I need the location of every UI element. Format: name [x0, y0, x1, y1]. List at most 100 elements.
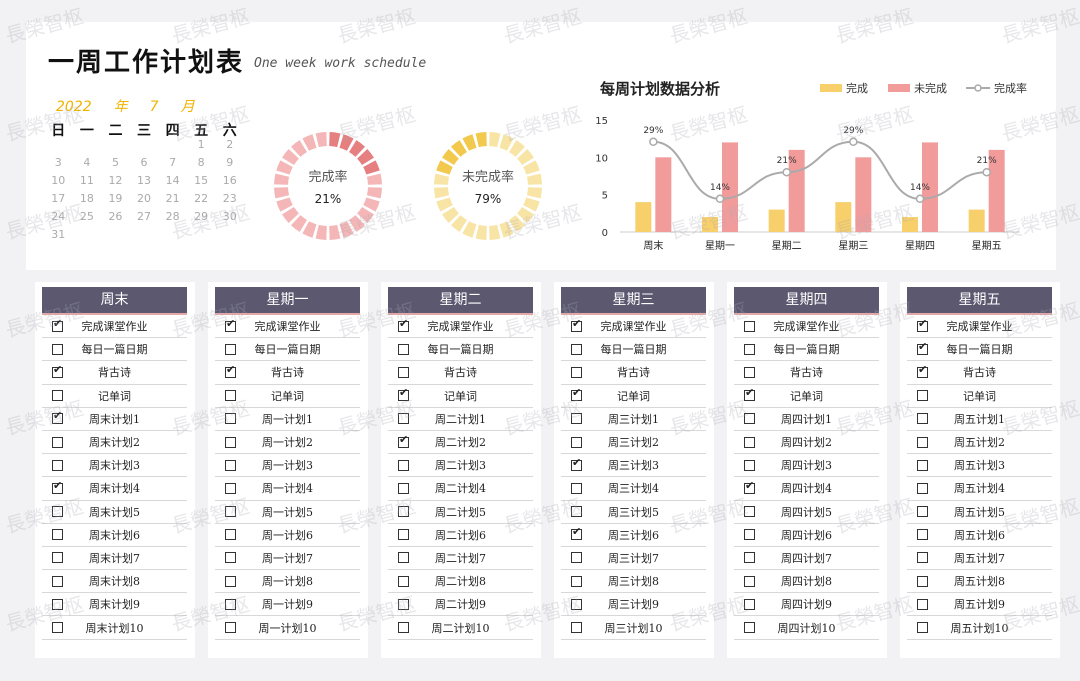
task-checkbox[interactable] — [225, 529, 236, 541]
task-checkbox[interactable] — [225, 317, 236, 332]
task-checkbox[interactable] — [225, 413, 236, 425]
calendar-day[interactable]: 1 — [197, 138, 205, 151]
task-checkbox[interactable] — [571, 366, 582, 378]
calendar-day[interactable]: 2 — [226, 138, 234, 151]
task-checkbox[interactable] — [917, 317, 928, 332]
task-checkbox[interactable] — [917, 363, 928, 378]
task-checkbox[interactable] — [744, 386, 755, 402]
task-checkbox[interactable] — [398, 366, 409, 378]
task-checkbox[interactable] — [225, 506, 236, 518]
task-checkbox[interactable] — [52, 529, 63, 541]
task-checkbox[interactable] — [917, 552, 928, 564]
task-checkbox[interactable] — [571, 552, 582, 564]
calendar-day[interactable]: 29 — [194, 210, 209, 223]
task-checkbox[interactable] — [571, 482, 582, 494]
task-checkbox[interactable] — [917, 482, 928, 494]
calendar-day[interactable]: 15 — [194, 174, 209, 187]
task-checkbox[interactable] — [52, 343, 63, 355]
task-checkbox[interactable] — [225, 482, 236, 494]
task-checkbox[interactable] — [917, 340, 928, 355]
task-checkbox[interactable] — [225, 598, 236, 610]
calendar-day[interactable]: 3 — [54, 156, 62, 169]
calendar-day[interactable]: 7 — [169, 156, 177, 169]
task-checkbox[interactable] — [571, 413, 582, 425]
task-checkbox[interactable] — [744, 366, 755, 378]
task-checkbox[interactable] — [398, 413, 409, 425]
task-checkbox[interactable] — [225, 363, 236, 378]
calendar-day[interactable]: 21 — [165, 192, 180, 205]
task-checkbox[interactable] — [571, 317, 582, 332]
task-checkbox[interactable] — [571, 525, 582, 541]
task-checkbox[interactable] — [744, 529, 755, 541]
task-checkbox[interactable] — [398, 575, 409, 587]
task-checkbox[interactable] — [52, 436, 63, 448]
calendar-day[interactable]: 14 — [165, 174, 180, 187]
task-checkbox[interactable] — [52, 622, 63, 634]
task-checkbox[interactable] — [398, 433, 409, 448]
task-checkbox[interactable] — [398, 386, 409, 402]
task-checkbox[interactable] — [52, 390, 63, 402]
task-checkbox[interactable] — [398, 529, 409, 541]
task-checkbox[interactable] — [571, 506, 582, 518]
task-checkbox[interactable] — [917, 413, 928, 425]
calendar-year[interactable]: 2022 — [56, 99, 92, 115]
task-checkbox[interactable] — [225, 343, 236, 355]
calendar-day[interactable]: 5 — [111, 156, 119, 169]
task-checkbox[interactable] — [571, 575, 582, 587]
calendar-day[interactable]: 19 — [108, 192, 123, 205]
calendar-day[interactable]: 6 — [140, 156, 148, 169]
calendar-day[interactable]: 23 — [222, 192, 237, 205]
task-checkbox[interactable] — [398, 343, 409, 355]
task-checkbox[interactable] — [571, 436, 582, 448]
task-checkbox[interactable] — [744, 506, 755, 518]
calendar-day[interactable]: 26 — [108, 210, 123, 223]
calendar-day[interactable]: 18 — [79, 192, 94, 205]
task-checkbox[interactable] — [917, 598, 928, 610]
task-checkbox[interactable] — [52, 317, 63, 332]
calendar-day[interactable]: 24 — [51, 210, 66, 223]
task-checkbox[interactable] — [744, 598, 755, 610]
task-checkbox[interactable] — [571, 598, 582, 610]
task-checkbox[interactable] — [398, 506, 409, 518]
calendar-day[interactable]: 22 — [194, 192, 209, 205]
task-checkbox[interactable] — [225, 436, 236, 448]
calendar-day[interactable]: 20 — [137, 192, 152, 205]
task-checkbox[interactable] — [917, 506, 928, 518]
task-checkbox[interactable] — [917, 390, 928, 402]
task-checkbox[interactable] — [225, 622, 236, 634]
calendar-day[interactable]: 10 — [51, 174, 66, 187]
task-checkbox[interactable] — [398, 552, 409, 564]
calendar-month[interactable]: 7 — [149, 99, 159, 115]
task-checkbox[interactable] — [52, 479, 63, 494]
task-checkbox[interactable] — [225, 390, 236, 402]
task-checkbox[interactable] — [52, 575, 63, 587]
task-checkbox[interactable] — [744, 459, 755, 471]
task-checkbox[interactable] — [52, 598, 63, 610]
task-checkbox[interactable] — [917, 436, 928, 448]
calendar-day[interactable]: 27 — [137, 210, 152, 223]
task-checkbox[interactable] — [744, 575, 755, 587]
task-checkbox[interactable] — [917, 459, 928, 471]
calendar-day[interactable]: 25 — [79, 210, 94, 223]
task-checkbox[interactable] — [571, 386, 582, 402]
task-checkbox[interactable] — [744, 343, 755, 355]
task-checkbox[interactable] — [52, 459, 63, 471]
task-checkbox[interactable] — [744, 622, 755, 634]
task-checkbox[interactable] — [571, 622, 582, 634]
calendar-day[interactable]: 12 — [108, 174, 123, 187]
calendar-day[interactable]: 13 — [137, 174, 152, 187]
task-checkbox[interactable] — [744, 413, 755, 425]
calendar-day[interactable]: 8 — [197, 156, 205, 169]
task-checkbox[interactable] — [52, 506, 63, 518]
task-checkbox[interactable] — [52, 363, 63, 378]
task-checkbox[interactable] — [225, 552, 236, 564]
task-checkbox[interactable] — [398, 459, 409, 471]
task-checkbox[interactable] — [398, 317, 409, 332]
task-checkbox[interactable] — [744, 479, 755, 494]
task-checkbox[interactable] — [225, 575, 236, 587]
calendar-day[interactable]: 16 — [222, 174, 237, 187]
calendar-day[interactable]: 31 — [51, 228, 66, 241]
task-checkbox[interactable] — [398, 598, 409, 610]
task-checkbox[interactable] — [917, 529, 928, 541]
calendar-day[interactable]: 17 — [51, 192, 66, 205]
